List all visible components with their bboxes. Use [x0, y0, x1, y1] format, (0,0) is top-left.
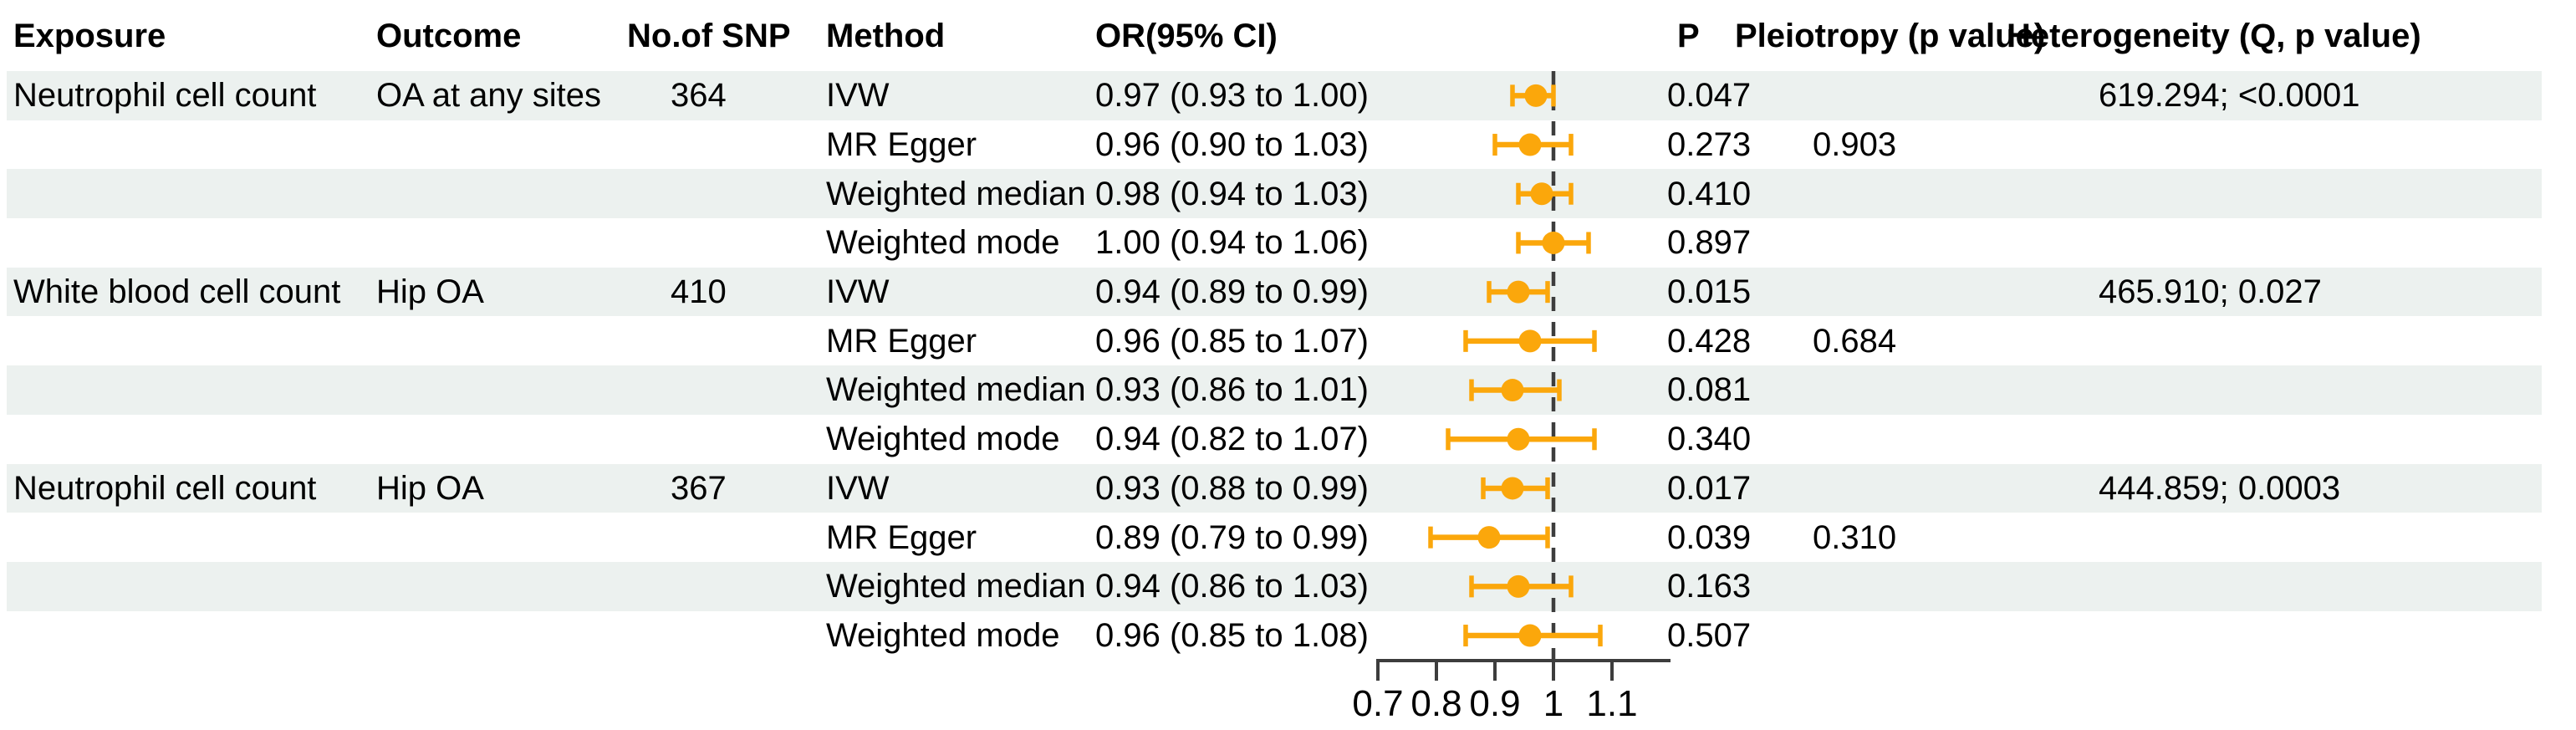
cell-exposure: White blood cell count [13, 273, 341, 311]
cell-heterogeneity: 619.294; <0.0001 [2099, 77, 2360, 115]
cell-pleiotropy: 0.903 [1813, 126, 1897, 164]
cell-method: Weighted median [826, 371, 1086, 409]
table-row: MR Egger 0.89 (0.79 to 0.99) 0.039 0.310 [0, 513, 2576, 562]
table-row: Neutrophil cell count Hip OA 367 IVW 0.9… [0, 463, 2576, 513]
cell-p: 0.428 [1667, 322, 1752, 360]
cell-p: 0.897 [1667, 224, 1752, 262]
cell-p: 0.047 [1667, 77, 1752, 115]
cell-p: 0.015 [1667, 273, 1752, 311]
cell-or-ci: 0.96 (0.90 to 1.03) [1095, 126, 1369, 164]
table-row: White blood cell count Hip OA 410 IVW 0.… [0, 267, 2576, 317]
x-axis-tick-label: 0.8 [1410, 683, 1461, 724]
header-p: P [1677, 17, 1700, 54]
cell-p: 0.163 [1667, 568, 1752, 605]
cell-p: 0.273 [1667, 126, 1752, 164]
table-row: Neutrophil cell count OA at any sites 36… [0, 71, 2576, 120]
table-row: MR Egger 0.96 (0.90 to 1.03) 0.273 0.903 [0, 120, 2576, 170]
cell-method: Weighted mode [826, 224, 1060, 262]
x-axis-tick-label: 0.9 [1469, 683, 1520, 724]
table-row: Weighted mode 1.00 (0.94 to 1.06) 0.897 [0, 218, 2576, 268]
x-axis-tick-label: 0.7 [1352, 683, 1403, 724]
cell-or-ci: 0.94 (0.86 to 1.03) [1095, 568, 1369, 605]
cell-exposure: Neutrophil cell count [13, 469, 317, 507]
table-row: MR Egger 0.96 (0.85 to 1.07) 0.428 0.684 [0, 316, 2576, 365]
cell-no-of-snp: 410 [671, 273, 727, 311]
cell-or-ci: 0.94 (0.82 to 1.07) [1095, 421, 1369, 458]
cell-method: Weighted mode [826, 421, 1060, 458]
header-pleiotropy: Pleiotropy (p value) [1735, 17, 2046, 54]
table-header: Exposure Outcome No.of SNP Method OR(95%… [0, 0, 2576, 71]
cell-method: MR Egger [826, 518, 977, 556]
table-row: Weighted mode 0.96 (0.85 to 1.08) 0.507 [0, 611, 2576, 661]
cell-outcome: Hip OA [376, 469, 484, 507]
header-method: Method [826, 17, 946, 54]
x-axis-tick-label: 1.1 [1586, 683, 1637, 724]
cell-heterogeneity: 465.910; 0.027 [2099, 273, 2322, 311]
header-exposure: Exposure [13, 17, 166, 54]
table-row: Weighted median 0.94 (0.86 to 1.03) 0.16… [0, 561, 2576, 611]
cell-method: IVW [826, 273, 890, 311]
cell-or-ci: 0.97 (0.93 to 1.00) [1095, 77, 1369, 115]
cell-outcome: OA at any sites [376, 77, 602, 115]
cell-or-ci: 0.93 (0.88 to 0.99) [1095, 469, 1369, 507]
cell-method: Weighted median [826, 568, 1086, 605]
cell-method: MR Egger [826, 322, 977, 360]
table-row: Weighted median 0.98 (0.94 to 1.03) 0.41… [0, 169, 2576, 219]
header-or-ci: OR(95% CI) [1095, 17, 1278, 54]
cell-method: Weighted median [826, 175, 1086, 212]
cell-no-of-snp: 364 [671, 77, 727, 115]
table-row: Weighted median 0.93 (0.86 to 1.01) 0.08… [0, 365, 2576, 415]
cell-or-ci: 0.89 (0.79 to 0.99) [1095, 518, 1369, 556]
header-heterogeneity: Heterogeneity (Q, p value) [2007, 17, 2421, 54]
header-no-of-snp: No.of SNP [627, 17, 791, 54]
cell-or-ci: 0.93 (0.86 to 1.01) [1095, 371, 1369, 409]
cell-method: IVW [826, 77, 890, 115]
cell-or-ci: 0.94 (0.89 to 0.99) [1095, 273, 1369, 311]
cell-pleiotropy: 0.310 [1813, 518, 1897, 556]
cell-p: 0.081 [1667, 371, 1752, 409]
cell-or-ci: 1.00 (0.94 to 1.06) [1095, 224, 1369, 262]
header-outcome: Outcome [376, 17, 522, 54]
cell-or-ci: 0.96 (0.85 to 1.08) [1095, 616, 1369, 654]
cell-no-of-snp: 367 [671, 469, 727, 507]
cell-or-ci: 0.98 (0.94 to 1.03) [1095, 175, 1369, 212]
cell-or-ci: 0.96 (0.85 to 1.07) [1095, 322, 1369, 360]
table-body: Neutrophil cell count OA at any sites 36… [0, 71, 2576, 661]
cell-outcome: Hip OA [376, 273, 484, 311]
x-axis-tick-label: 1 [1543, 683, 1563, 724]
cell-p: 0.410 [1667, 175, 1752, 212]
table-row: Weighted mode 0.94 (0.82 to 1.07) 0.340 [0, 415, 2576, 464]
cell-heterogeneity: 444.859; 0.0003 [2099, 469, 2341, 507]
cell-p: 0.507 [1667, 616, 1752, 654]
cell-method: MR Egger [826, 126, 977, 164]
cell-exposure: Neutrophil cell count [13, 77, 317, 115]
cell-method: IVW [826, 469, 890, 507]
cell-p: 0.039 [1667, 518, 1752, 556]
cell-p: 0.017 [1667, 469, 1752, 507]
cell-p: 0.340 [1667, 421, 1752, 458]
cell-pleiotropy: 0.684 [1813, 322, 1897, 360]
cell-method: Weighted mode [826, 616, 1060, 654]
